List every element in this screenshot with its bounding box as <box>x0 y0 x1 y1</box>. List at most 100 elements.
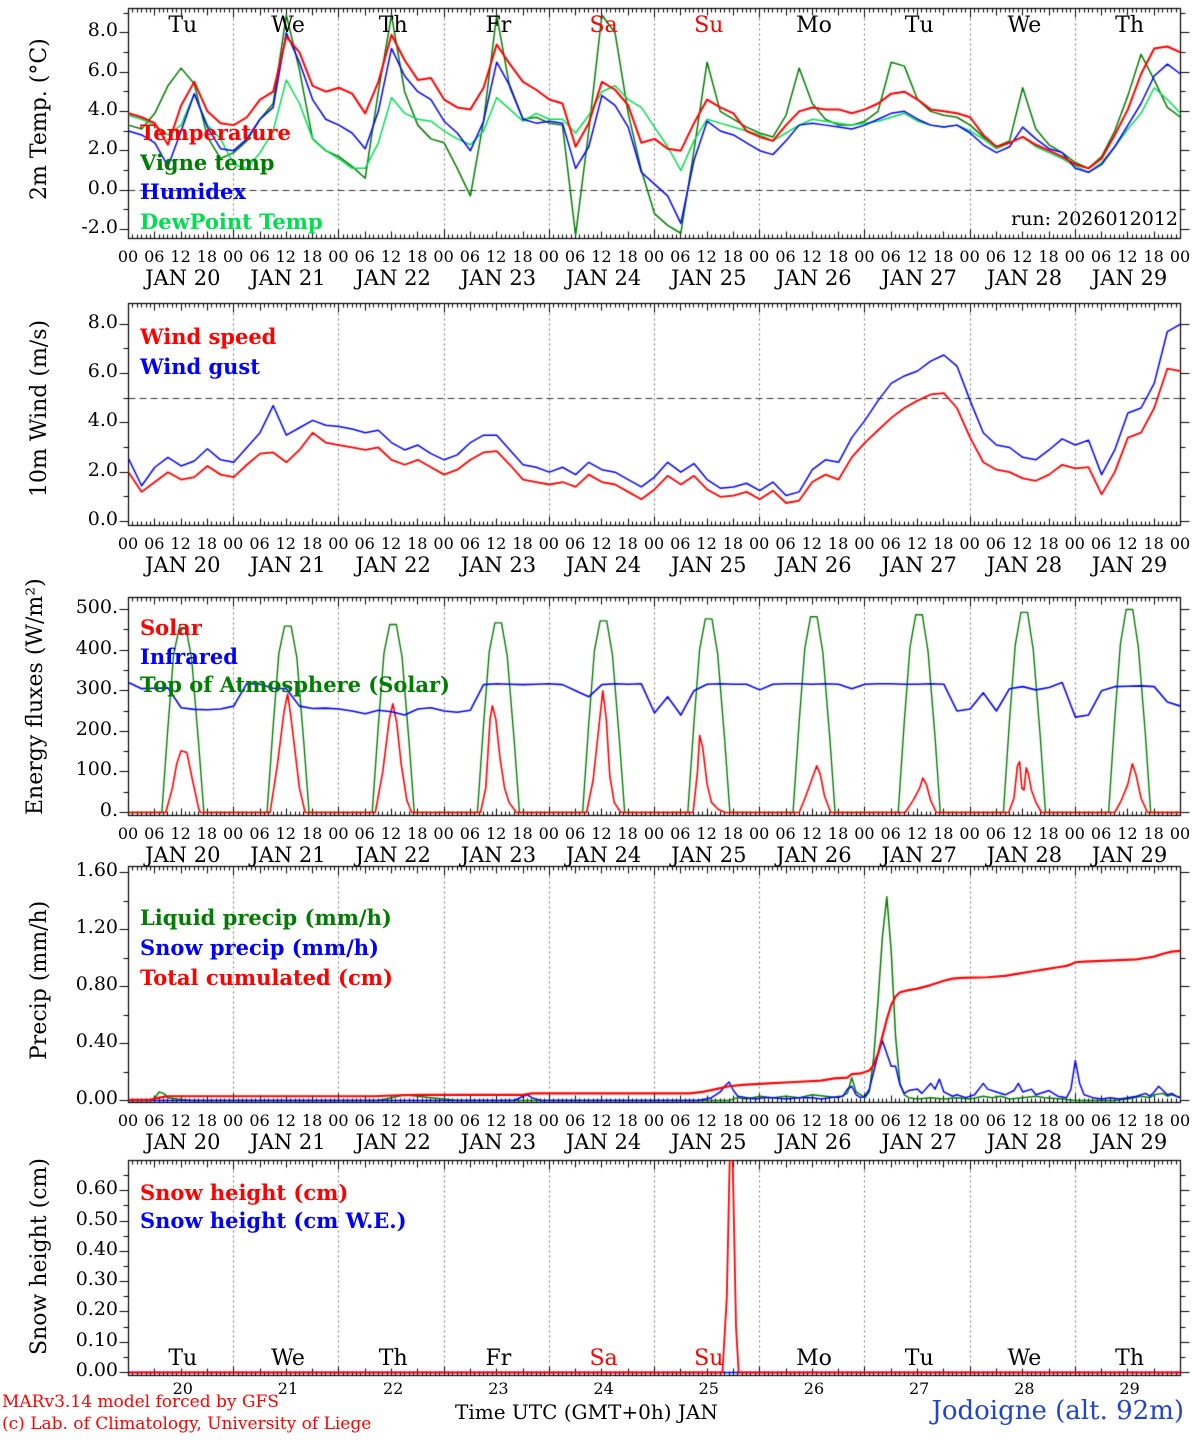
y-tick-label: 0.0 <box>87 508 118 530</box>
day-number-label: 20 <box>172 1379 193 1398</box>
hour-label: 00 <box>223 824 244 843</box>
hour-label: 12 <box>1012 824 1033 843</box>
hour-label: 18 <box>512 534 533 553</box>
y-tick-label: 500. <box>75 596 118 618</box>
hour-label: 00 <box>854 247 875 266</box>
hour-label: 18 <box>1038 1111 1059 1130</box>
hour-label: 00 <box>1064 824 1085 843</box>
hour-label: 18 <box>1143 824 1164 843</box>
hour-label: 00 <box>538 247 559 266</box>
date-label: JAN 26 <box>776 553 852 577</box>
hour-label: 06 <box>564 247 586 266</box>
date-label: JAN 24 <box>565 266 642 290</box>
hour-label: 12 <box>170 247 191 266</box>
hour-label: 06 <box>985 824 1007 843</box>
legend-item: Humidex <box>140 179 246 204</box>
weekday-label: Mo <box>796 1346 832 1371</box>
hour-label: 12 <box>1117 247 1138 266</box>
hour-label: 06 <box>144 1111 165 1130</box>
hour-label: 00 <box>1169 824 1191 843</box>
hour-label: 06 <box>144 534 165 553</box>
hour-label: 00 <box>328 1111 349 1130</box>
hour-label: 06 <box>459 534 481 553</box>
hour-label: 18 <box>196 534 218 553</box>
y-tick-label: 100. <box>75 758 118 780</box>
hour-label: 06 <box>249 1111 270 1130</box>
date-label: JAN 24 <box>565 553 642 577</box>
day-number-label: 28 <box>1014 1379 1035 1398</box>
hour-label: 18 <box>617 534 638 553</box>
date-label: JAN 22 <box>355 266 431 290</box>
date-label: JAN 28 <box>986 553 1063 577</box>
hour-label: 06 <box>354 534 375 553</box>
hour-label: 18 <box>407 247 428 266</box>
hour-label: 06 <box>249 247 270 266</box>
hour-label: 18 <box>301 824 323 843</box>
hour-label: 18 <box>407 534 428 553</box>
y-tick-label: 400. <box>75 637 118 659</box>
hour-label: 12 <box>591 1111 612 1130</box>
y-axis-title: Snow height (cm) <box>27 1158 52 1355</box>
hour-label: 06 <box>459 247 481 266</box>
y-tick-label: 0.20 <box>75 1298 118 1320</box>
hour-label: 00 <box>1064 1111 1085 1130</box>
hour-label: 12 <box>486 824 507 843</box>
date-label: JAN 25 <box>671 843 747 867</box>
hour-label: 00 <box>328 247 349 266</box>
hour-label: 12 <box>906 534 928 553</box>
y-tick-label: 0.00 <box>75 1359 118 1381</box>
weekday-label: We <box>271 1346 305 1371</box>
hour-label: 06 <box>1090 247 1112 266</box>
hour-label: 12 <box>1117 534 1138 553</box>
hour-label: 00 <box>1064 534 1085 553</box>
hour-label: 18 <box>407 1111 428 1130</box>
y-axis-title: 10m Wind (m/s) <box>27 319 52 497</box>
y-tick-label: 4.0 <box>87 409 118 431</box>
y-tick-label: 1.20 <box>75 916 118 938</box>
hour-label: 12 <box>275 534 296 553</box>
date-label: JAN 20 <box>145 266 221 290</box>
hour-label: 18 <box>1038 824 1059 843</box>
hour-label: 18 <box>512 247 533 266</box>
legend-item: Wind speed <box>140 324 277 349</box>
weekday-label: Th <box>1115 13 1144 38</box>
hour-label: 00 <box>1169 534 1191 553</box>
date-label: JAN 28 <box>986 843 1063 867</box>
hour-label: 12 <box>380 247 402 266</box>
date-label: JAN 21 <box>250 843 326 867</box>
hour-label: 06 <box>354 247 375 266</box>
day-number-label: 25 <box>698 1379 719 1398</box>
hour-label: 06 <box>775 247 796 266</box>
hour-label: 06 <box>880 1111 901 1130</box>
weekday-label: Mo <box>796 13 832 38</box>
weekday-label: Th <box>1115 1346 1144 1371</box>
hour-label: 06 <box>564 824 586 843</box>
date-label: JAN 29 <box>1091 266 1168 290</box>
hour-label: 00 <box>749 247 770 266</box>
hour-label: 12 <box>486 247 507 266</box>
hour-label: 18 <box>196 1111 218 1130</box>
hour-label: 00 <box>538 534 559 553</box>
hour-label: 00 <box>433 247 454 266</box>
date-label: JAN 22 <box>355 1130 431 1154</box>
date-label: JAN 20 <box>145 843 221 867</box>
y-tick-label: -2.0 <box>81 216 118 238</box>
hour-label: 18 <box>617 824 638 843</box>
date-label: JAN 29 <box>1091 843 1168 867</box>
hour-label: 18 <box>301 534 323 553</box>
hour-label: 00 <box>643 534 665 553</box>
hour-label: 00 <box>223 534 244 553</box>
hour-label: 18 <box>196 824 218 843</box>
hour-label: 12 <box>170 1111 191 1130</box>
hour-label: 12 <box>380 1111 402 1130</box>
date-label: JAN 26 <box>776 266 852 290</box>
hour-label: 00 <box>959 1111 980 1130</box>
hour-label: 06 <box>459 824 481 843</box>
legend-item: Vigne temp <box>140 150 275 175</box>
hour-label: 00 <box>328 534 349 553</box>
hour-label: 06 <box>670 247 691 266</box>
weekday-label: Su <box>694 1346 724 1371</box>
hour-label: 18 <box>1143 1111 1164 1130</box>
hour-label: 18 <box>196 247 218 266</box>
hour-label: 18 <box>827 824 849 843</box>
